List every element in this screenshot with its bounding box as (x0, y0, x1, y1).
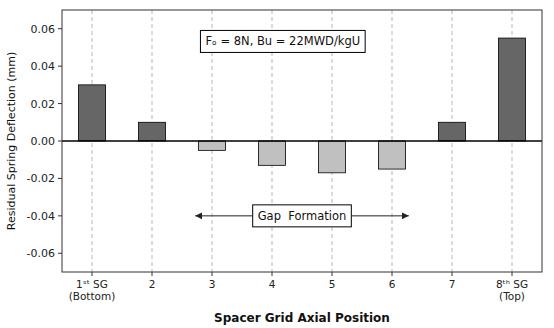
y-tick (58, 103, 62, 104)
y-axis: -0.06 -0.04 -0.02 0.00 0.02 0.04 0.06 (27, 23, 62, 261)
x-tick-label: 6 (389, 278, 396, 290)
x-tick-label: 7 (449, 278, 456, 290)
y-tick-label: 0.04 (31, 60, 56, 73)
x-axis-label: Spacer Grid Axial Position (214, 311, 390, 325)
x-tick (452, 272, 453, 276)
bar (79, 85, 106, 141)
y-tick (58, 141, 62, 142)
x-tick (512, 272, 513, 276)
chart: -0.06 -0.04 -0.02 0.00 0.02 0.04 0.06 1ˢᵗ SG(Bo… (0, 0, 554, 328)
x-tick-label: 4 (269, 278, 276, 290)
gap-note: Gap Formation (253, 205, 352, 227)
gap-arrow-left (195, 215, 252, 216)
x-tick (272, 272, 273, 276)
x-tick-label: 5 (329, 278, 336, 290)
bar (199, 141, 226, 150)
x-tick-label: 2 (149, 278, 156, 290)
y-tick-label: -0.02 (27, 172, 55, 185)
y-tick-label: -0.04 (27, 210, 55, 223)
y-axis-label: Residual Spring Deflection (mm) (5, 52, 18, 231)
y-tick-label: 0.00 (31, 135, 56, 148)
zero-line (62, 140, 542, 142)
y-tick-label: -0.06 (27, 247, 55, 260)
bars (79, 38, 526, 173)
condition-note: Fₒ = 8N, Bu = 22MWD/kgU (200, 30, 365, 52)
x-tick (92, 272, 93, 276)
x-tick-label: 1ˢᵗ SG(Bottom) (69, 278, 116, 302)
x-axis: 1ˢᵗ SG(Bottom) 2 3 4 5 6 7 8ᵗʰ SG(Top) (69, 272, 528, 302)
bar (499, 38, 526, 141)
bar (139, 122, 166, 141)
x-tick (392, 272, 393, 276)
x-tick (152, 272, 153, 276)
y-tick (58, 28, 62, 29)
bar (439, 122, 466, 141)
condition-note-text: Fₒ = 8N, Bu = 22MWD/kgU (205, 34, 360, 48)
gap-note-box (253, 205, 352, 227)
plot-frame (62, 10, 542, 272)
bar (259, 141, 286, 165)
condition-note-box (200, 30, 365, 52)
bar (379, 141, 406, 169)
y-tick (58, 66, 62, 67)
annotations: Fₒ = 8N, Bu = 22MWD/kgU Gap Formation (195, 30, 409, 226)
y-tick-label: 0.06 (31, 23, 56, 36)
y-tick (58, 253, 62, 254)
x-tick (332, 272, 333, 276)
y-tick (58, 215, 62, 216)
x-tick-label: 8ᵗʰ SG(Top) (496, 278, 528, 302)
x-tick (212, 272, 213, 276)
x-tick-label: 3 (209, 278, 216, 290)
bar (319, 141, 346, 173)
gap-arrow-right (351, 215, 408, 216)
y-tick-label: 0.02 (31, 98, 56, 111)
gap-note-text: Gap Formation (258, 209, 347, 223)
y-tick (58, 178, 62, 179)
